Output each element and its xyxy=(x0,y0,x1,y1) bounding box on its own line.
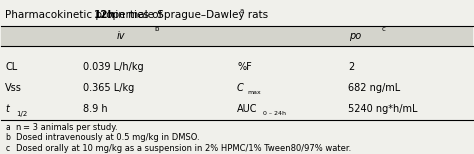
Text: 2: 2 xyxy=(348,62,354,72)
Text: Dosed orally at 10 mg/kg as a suspension in 2% HPMC/1% Tween80/97% water.: Dosed orally at 10 mg/kg as a suspension… xyxy=(16,144,352,153)
Text: C: C xyxy=(237,83,244,93)
Text: iv: iv xyxy=(117,30,126,41)
Text: 5240 ng*h/mL: 5240 ng*h/mL xyxy=(348,104,418,114)
Text: 682 ng/mL: 682 ng/mL xyxy=(348,83,401,93)
Text: 0 – 24h: 0 – 24h xyxy=(263,111,285,116)
Text: 0.039 L/h/kg: 0.039 L/h/kg xyxy=(83,62,144,72)
Text: a: a xyxy=(239,8,244,14)
Text: 8.9 h: 8.9 h xyxy=(83,104,108,114)
Text: b: b xyxy=(155,26,159,32)
Text: c: c xyxy=(5,144,9,153)
Text: %F: %F xyxy=(237,62,252,72)
Text: Vss: Vss xyxy=(5,83,22,93)
Text: Pharmacokinetic properties of: Pharmacokinetic properties of xyxy=(5,10,166,20)
Text: n = 3 animals per study.: n = 3 animals per study. xyxy=(16,123,118,132)
Text: a: a xyxy=(5,123,10,132)
Text: t: t xyxy=(5,104,9,114)
Text: c: c xyxy=(381,26,385,32)
Text: in male Sprague–Dawley rats: in male Sprague–Dawley rats xyxy=(112,10,268,20)
Text: AUC: AUC xyxy=(237,104,257,114)
Text: b: b xyxy=(5,133,10,142)
Text: max: max xyxy=(248,90,262,95)
Text: 0.365 L/kg: 0.365 L/kg xyxy=(83,83,135,93)
Text: Dosed intravenously at 0.5 mg/kg in DMSO.: Dosed intravenously at 0.5 mg/kg in DMSO… xyxy=(16,133,200,142)
Text: po: po xyxy=(349,30,361,41)
Text: 12h: 12h xyxy=(94,10,116,20)
Text: 1/2: 1/2 xyxy=(16,111,27,117)
Text: CL: CL xyxy=(5,62,18,72)
FancyBboxPatch shape xyxy=(0,26,474,46)
